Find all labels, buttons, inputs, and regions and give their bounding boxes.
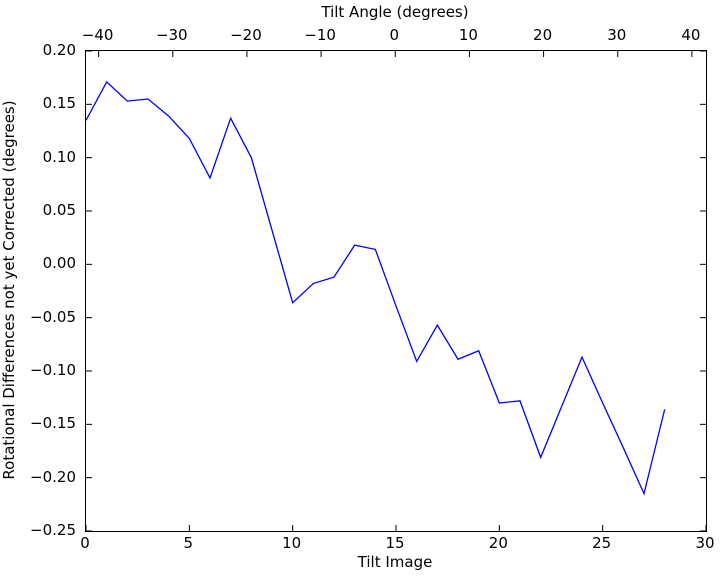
tick-label: 0 [80,534,90,552]
tick-label: −40 [81,26,114,44]
tick-label: 40 [681,26,701,44]
tick-label: 25 [592,534,612,552]
tick-label: −20 [230,26,262,44]
tick-label: 0.10 [42,147,76,166]
tick-label: 0 [389,26,400,44]
tick-label: 20 [533,26,553,44]
tick-label: 0.05 [42,201,76,219]
tick-label: 5 [183,534,194,552]
line-chart [86,51,706,531]
tick-label: 15 [385,534,405,552]
tick-label: 10 [458,26,478,44]
tick-label: −30 [155,26,188,44]
tick-label: −0.25 [30,521,76,539]
tick-label: −10 [304,26,336,44]
tick-label: −0.10 [30,361,76,379]
tick-label: 10 [282,534,302,552]
plot-area [85,50,707,532]
tick-label: 0.15 [42,94,76,113]
tick-label: −0.15 [30,414,76,433]
tick-label: 30 [695,534,715,552]
tick-label: 0.20 [42,41,76,59]
tick-label: 30 [607,26,627,44]
data-line [86,80,666,496]
tick-label: −0.05 [30,307,76,326]
bottom-axis-title: Tilt Image [357,553,433,571]
tick-label: −0.20 [30,467,76,486]
tick-label: 0.00 [42,254,76,273]
top-axis-title: Tilt Angle (degrees) [321,3,469,21]
y-axis-title: Rotational Differences not yet Corrected… [0,100,18,480]
tick-label: 20 [488,534,508,552]
